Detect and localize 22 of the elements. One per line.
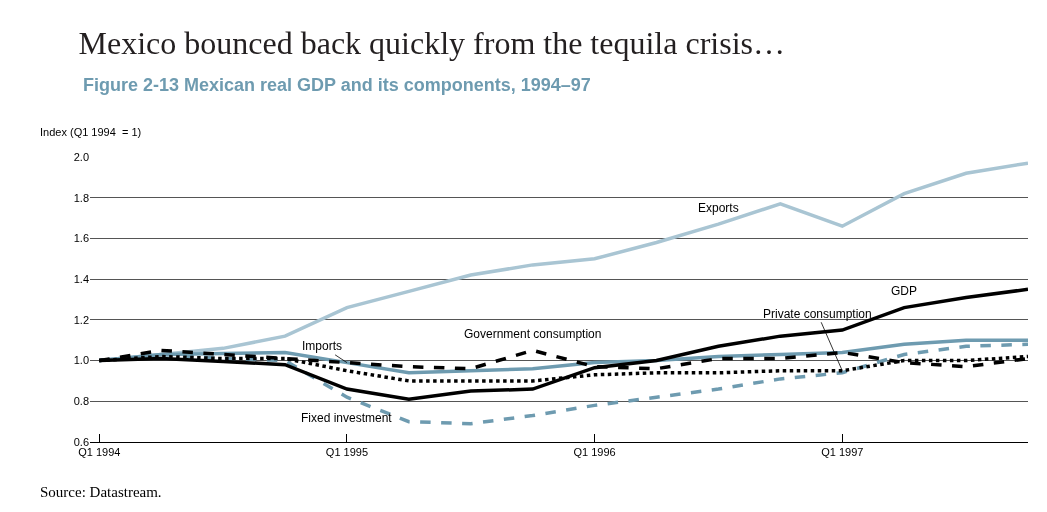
x-tick-label: Q1 1997	[821, 446, 864, 459]
annotation: GDP	[891, 284, 918, 298]
y-tick-label: 2.0	[73, 150, 89, 163]
y-tick-label: 0.8	[73, 395, 89, 408]
annotation: Private consumption	[763, 307, 872, 321]
annotation: Imports	[302, 339, 343, 353]
annotation: Exports	[698, 201, 739, 215]
x-tick-label: Q1 1994	[78, 446, 121, 459]
y-tick-label: 1.0	[73, 354, 89, 367]
annotation: Fixed investment	[301, 411, 393, 425]
chart-subtitle: Figure 2-13 Mexican real GDP and its components, 1994–97	[83, 75, 591, 95]
y-tick-label: 1.8	[73, 191, 89, 204]
source-note: Source: Datastream.	[40, 484, 162, 500]
y-tick-label: 1.4	[73, 272, 89, 285]
y-tick-label: 1.2	[73, 313, 89, 326]
x-tick-label: Q1 1995	[325, 446, 369, 459]
y-tick-label: 0.6	[73, 435, 89, 448]
chart-title: Mexico bounced back quickly from the tequila crisis…	[78, 25, 785, 62]
y-axis-title: Index (Q1 1994 = 1)	[40, 126, 142, 138]
y-tick-label: 1.6	[73, 232, 89, 245]
x-tick-label: Q1 1996	[573, 446, 616, 459]
annotation: Government consumption	[464, 327, 602, 341]
